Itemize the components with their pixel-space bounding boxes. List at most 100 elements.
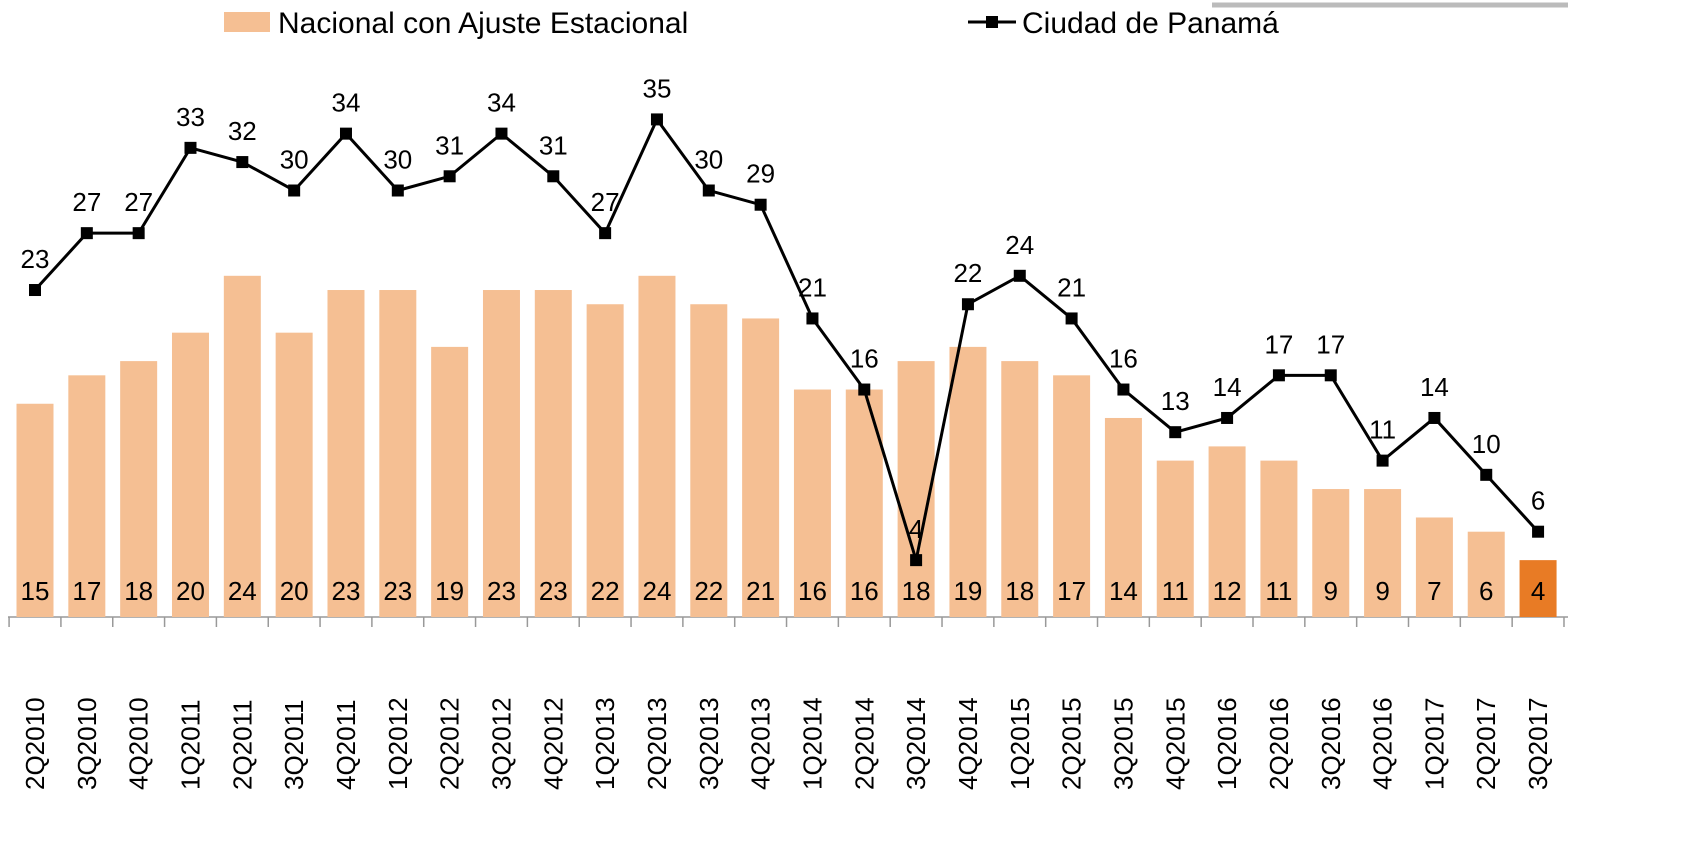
x-tick-label: 2Q2011	[227, 699, 257, 790]
bar	[1260, 460, 1298, 617]
bar-value-label: 15	[21, 576, 50, 606]
line-marker	[1065, 312, 1078, 325]
line-value-label: 27	[591, 187, 620, 217]
line-value-label: 33	[176, 102, 205, 132]
bar	[1053, 375, 1091, 617]
bar	[68, 375, 106, 617]
x-tick-label: 3Q2015	[1108, 697, 1138, 790]
line-marker	[184, 141, 197, 154]
line-marker	[806, 312, 819, 325]
x-tick-label: 4Q2015	[1160, 697, 1190, 790]
line-value-label: 27	[124, 187, 153, 217]
bar	[534, 290, 572, 617]
bar-value-label: 21	[746, 576, 775, 606]
line-value-label: 16	[1109, 344, 1138, 374]
x-tick-label: 1Q2017	[1419, 697, 1449, 790]
x-tick-label: 3Q2016	[1316, 697, 1346, 790]
line-marker	[910, 554, 923, 567]
x-tick-label: 4Q2014	[953, 697, 983, 790]
line-value-label: 29	[746, 159, 775, 189]
line-value-label: 17	[1316, 329, 1345, 359]
bar	[16, 403, 54, 617]
bar-value-label: 18	[1005, 576, 1034, 606]
x-tick-label: 3Q2017	[1523, 697, 1553, 790]
line-marker	[339, 127, 352, 140]
line-marker	[1117, 383, 1130, 396]
x-tick-label: 2Q2014	[849, 697, 879, 790]
line-value-label: 17	[1264, 329, 1293, 359]
line-marker	[495, 127, 508, 140]
line-marker	[1480, 468, 1493, 481]
bar-value-label: 20	[280, 576, 309, 606]
bar-value-label: 4	[1531, 576, 1545, 606]
bar-value-label: 24	[228, 576, 257, 606]
x-tick-label: 3Q2011	[279, 699, 309, 790]
line-marker	[858, 383, 871, 396]
line-marker	[1221, 411, 1234, 424]
x-tick-label: 3Q2014	[901, 697, 931, 790]
bar	[1156, 460, 1194, 617]
bar	[897, 361, 935, 617]
line-value-label: 34	[487, 88, 516, 118]
bar	[949, 346, 987, 617]
legend-label: Ciudad de Panamá	[1022, 7, 1279, 40]
line-value-label: 34	[332, 88, 361, 118]
line-marker	[132, 227, 145, 240]
line	[33, 116, 1540, 561]
bar-value-label: 11	[1265, 576, 1292, 606]
line-value-label: 30	[694, 145, 723, 175]
bar-value-label: 12	[1213, 576, 1242, 606]
x-tick-label: 2Q2013	[642, 697, 672, 790]
x-tick-label: 4Q2010	[124, 697, 154, 790]
bar	[1001, 361, 1039, 617]
bar	[1104, 417, 1142, 617]
line-value-label: 16	[850, 344, 879, 374]
bar-value-label: 7	[1427, 576, 1441, 606]
x-tick-label: 2Q2012	[435, 697, 465, 790]
line-marker	[80, 227, 93, 240]
bar-value-label: 9	[1324, 576, 1338, 606]
x-tick-label: 4Q2013	[746, 697, 776, 790]
x-tick-label: 3Q2010	[72, 697, 102, 790]
line-marker	[1013, 269, 1026, 282]
line-marker	[1376, 454, 1389, 467]
line-marker	[547, 170, 560, 183]
bar	[793, 389, 831, 617]
bar-value-label: 24	[642, 576, 671, 606]
legend-label: Nacional con Ajuste Estacional	[278, 7, 688, 40]
x-tick-label: 1Q2011	[175, 699, 205, 790]
bar-value-label: 23	[539, 576, 568, 606]
bar	[1415, 517, 1453, 617]
bar-value-label: 14	[1109, 576, 1138, 606]
x-tick-label: 2Q2017	[1471, 697, 1501, 790]
bar	[431, 346, 469, 617]
line-marker	[1532, 525, 1545, 538]
bar	[1467, 531, 1505, 617]
x-tick-label: 3Q2013	[694, 697, 724, 790]
line-marker	[754, 198, 767, 211]
line-marker	[288, 184, 301, 197]
bar-value-label: 19	[953, 576, 982, 606]
x-tick-label: 3Q2012	[486, 697, 516, 790]
line-value-label: 31	[435, 130, 464, 160]
bar	[171, 332, 209, 617]
bar-value-label: 16	[798, 576, 827, 606]
bar-value-label: 17	[72, 576, 101, 606]
line-value-label: 23	[21, 244, 50, 274]
bar	[1208, 446, 1246, 617]
line-value-label: 21	[1057, 272, 1086, 302]
bar-value-label: 6	[1479, 576, 1493, 606]
line-value-label: 27	[72, 187, 101, 217]
bar	[482, 290, 520, 617]
legend-marker	[986, 16, 998, 28]
bar	[742, 318, 780, 617]
bar-value-label: 11	[1162, 576, 1189, 606]
line-value-label: 31	[539, 130, 568, 160]
x-tick-label: 1Q2013	[590, 697, 620, 790]
x-tick-label: 1Q2015	[1005, 697, 1035, 790]
line-value-label: 21	[798, 272, 827, 302]
bar-value-label: 19	[435, 576, 464, 606]
x-tick-label: 1Q2012	[383, 697, 413, 790]
line-value-label: 14	[1213, 372, 1242, 402]
